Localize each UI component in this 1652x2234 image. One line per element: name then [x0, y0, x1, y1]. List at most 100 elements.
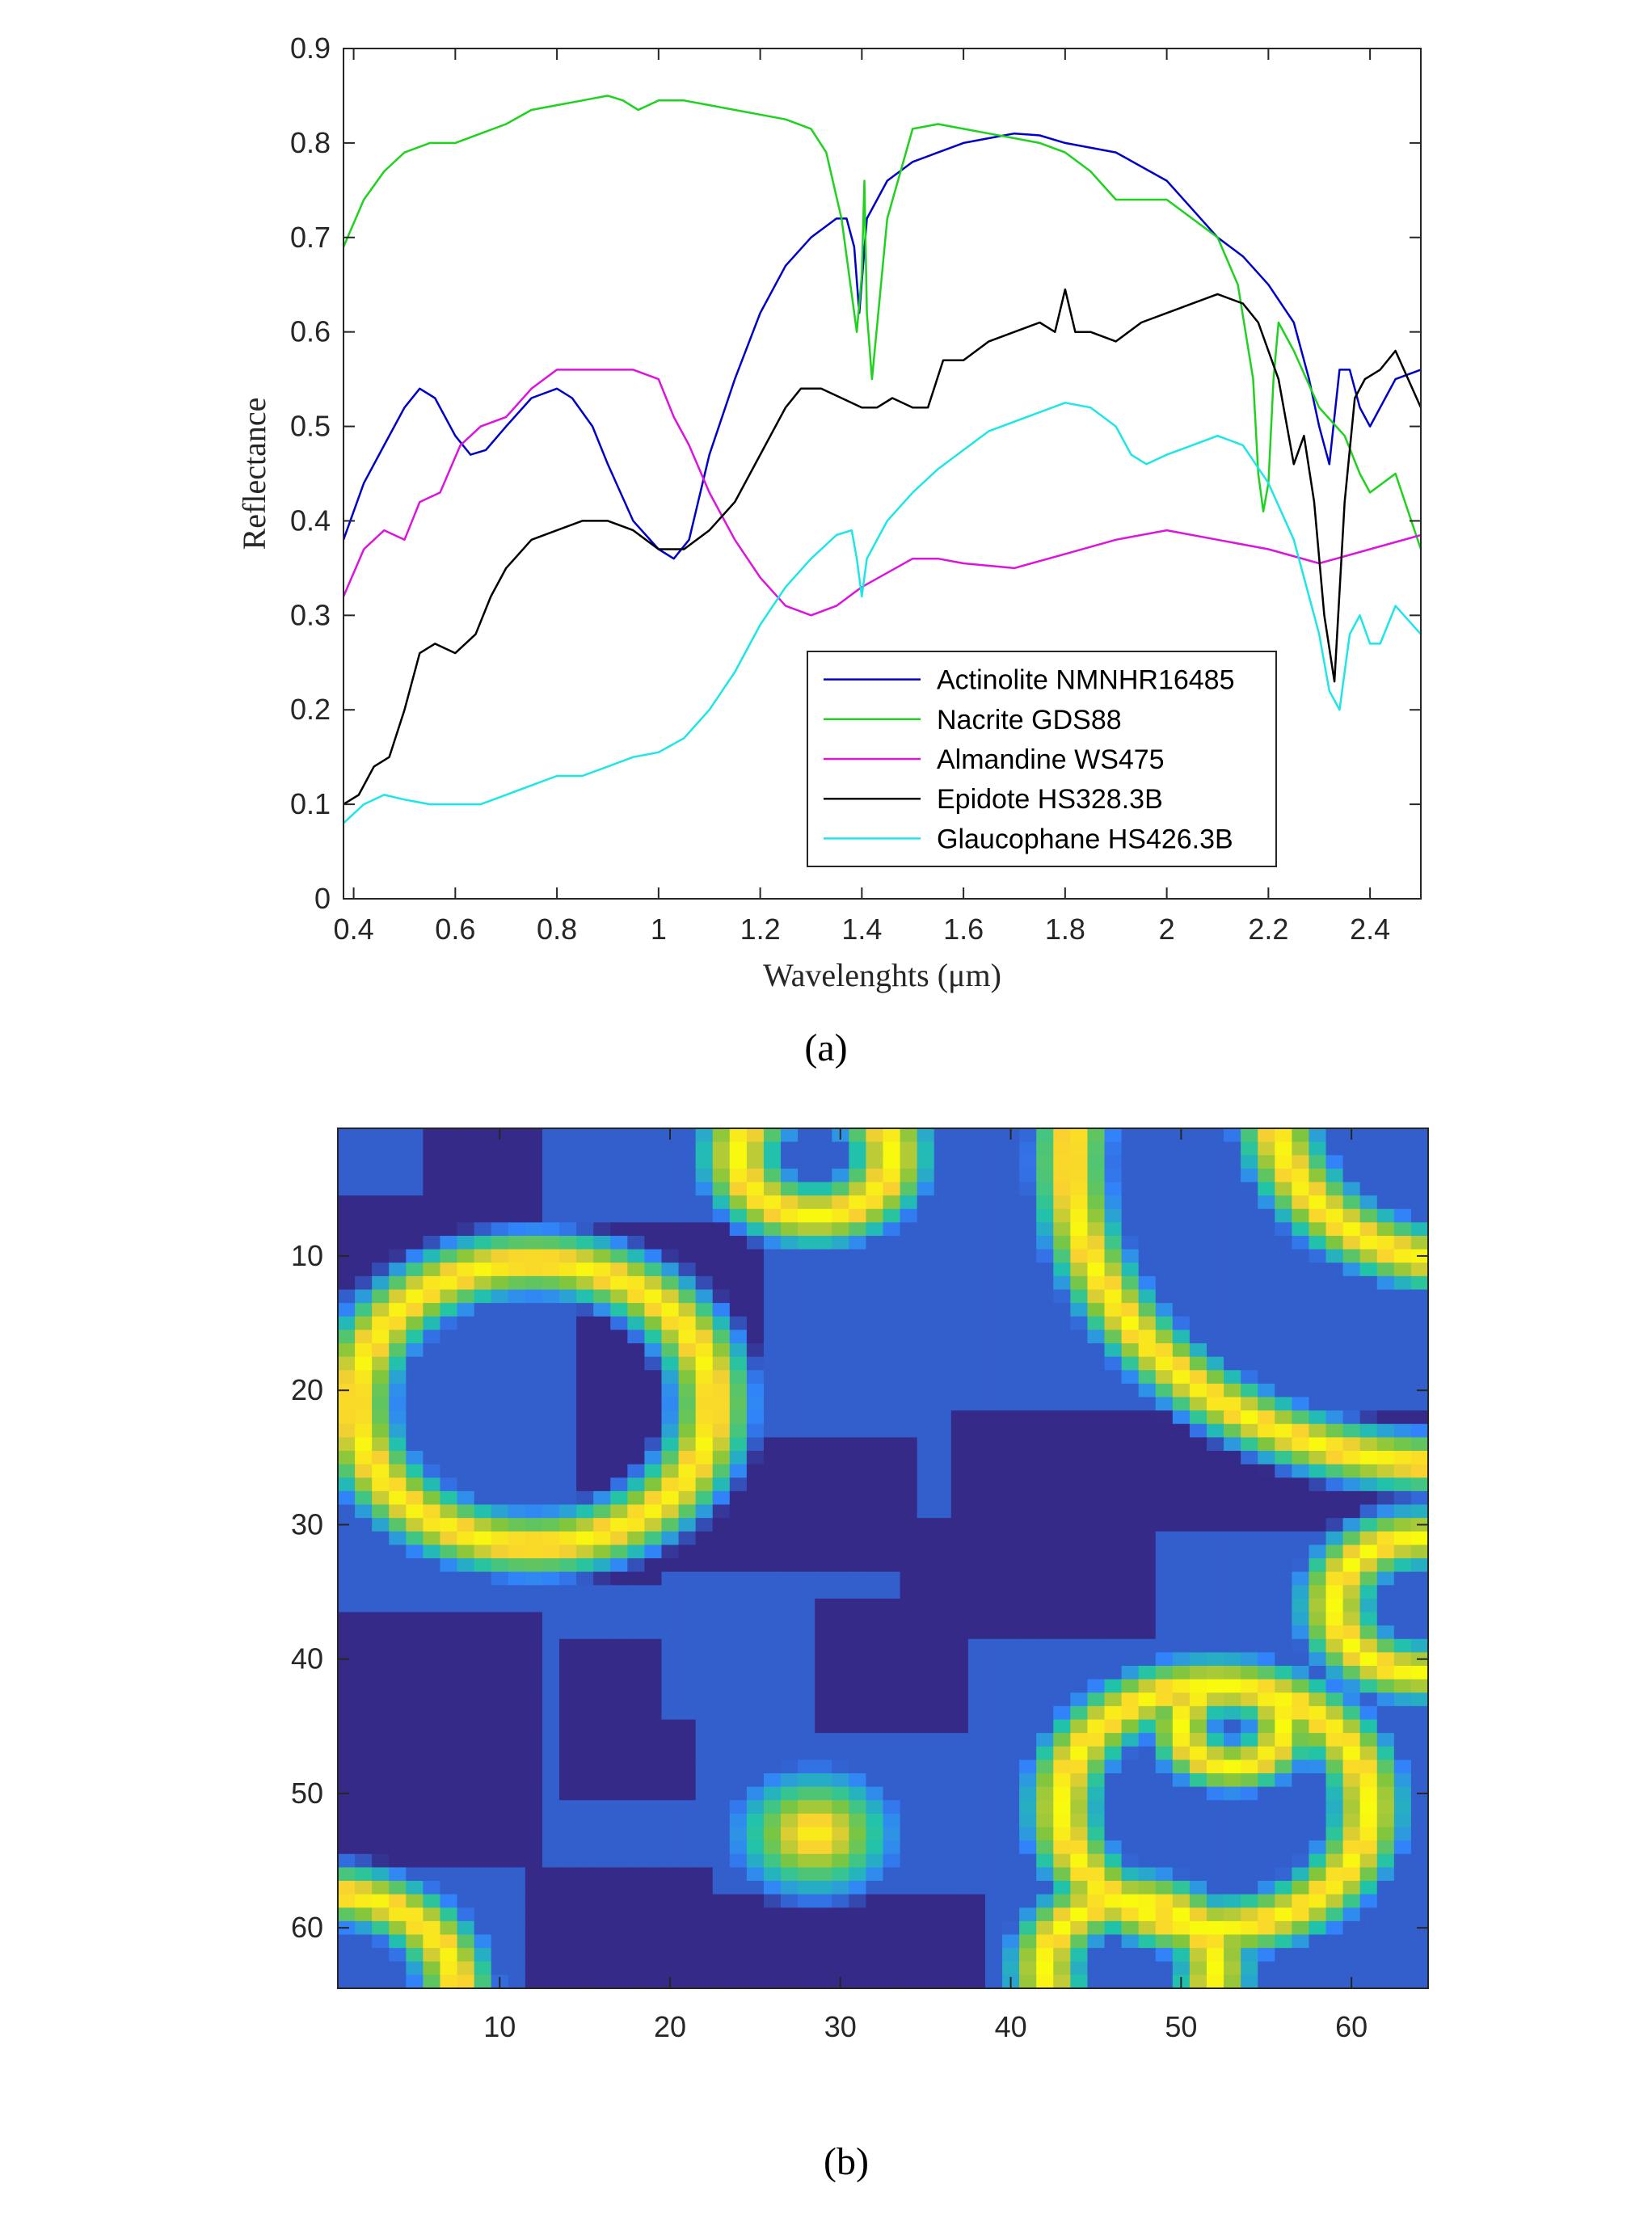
heatmap-cell: [559, 1383, 577, 1398]
heatmap-cell: [967, 1356, 986, 1371]
heatmap-cell: [627, 1558, 646, 1573]
heatmap-cell: [474, 1423, 492, 1438]
heatmap-cell: [1342, 1867, 1361, 1882]
heatmap-cell: [1325, 1948, 1344, 1962]
heatmap-cell: [1172, 1773, 1191, 1788]
heatmap-cell: [1172, 1437, 1191, 1452]
heatmap-cell: [661, 1249, 680, 1263]
heatmap-cell: [627, 1343, 646, 1358]
heatmap-cell: [372, 1451, 390, 1465]
heatmap-cell: [508, 1760, 526, 1774]
heatmap-cell: [967, 1249, 986, 1263]
heatmap-cell: [950, 1598, 969, 1613]
heatmap-cell: [1189, 1733, 1207, 1747]
heatmap-cell: [525, 1356, 543, 1371]
heatmap-cell: [746, 1975, 765, 1989]
heatmap-cell: [389, 1853, 407, 1868]
heatmap-cell: [917, 1907, 935, 1922]
heatmap-cell: [508, 1383, 526, 1398]
heatmap-cell: [1241, 1746, 1258, 1760]
heatmap-cell: [661, 1477, 680, 1492]
heatmap-cell: [746, 1894, 765, 1908]
heatmap-cell: [984, 1692, 1003, 1707]
heatmap-cell: [1359, 1719, 1378, 1734]
heatmap-cell: [389, 1652, 407, 1667]
heatmap-cell: [1172, 1760, 1191, 1774]
heatmap-cell: [559, 1356, 577, 1371]
heatmap-cell: [508, 1746, 526, 1760]
heatmap-cell: [1359, 1531, 1378, 1545]
heatmap-cell: [1359, 1195, 1378, 1210]
heatmap-cell: [967, 1827, 986, 1841]
heatmap-cell: [389, 1504, 407, 1519]
heatmap-cell: [406, 1531, 424, 1545]
heatmap-cell: [1410, 1638, 1429, 1653]
heatmap-cell: [1224, 1585, 1241, 1600]
heatmap-cell: [1376, 1934, 1395, 1949]
heatmap-cell: [1019, 1853, 1037, 1868]
heatmap-cell: [1224, 1948, 1241, 1962]
heatmap-cell: [661, 1531, 680, 1545]
heatmap-cell: [644, 1490, 663, 1506]
heatmap-cell: [389, 1370, 407, 1385]
heatmap-cell: [1241, 1625, 1258, 1640]
heatmap-cell: [1342, 1705, 1361, 1721]
heatmap-cell: [457, 1208, 475, 1223]
heatmap-cell: [1275, 1155, 1292, 1170]
heatmap-cell: [1258, 1719, 1275, 1734]
heatmap-cell: [1189, 1827, 1207, 1841]
heatmap-cell: [593, 1249, 611, 1263]
heatmap-cell: [1019, 1356, 1037, 1371]
heatmap-cell: [781, 1827, 799, 1841]
heatmap-cell: [644, 1477, 663, 1492]
heatmap-cell: [1275, 1907, 1292, 1922]
heatmap-cell: [950, 1222, 969, 1237]
heatmap-cell: [338, 1236, 356, 1250]
heatmap-cell: [474, 1155, 492, 1170]
heatmap-cell: [967, 1975, 986, 1989]
heatmap-cell: [1224, 1571, 1241, 1586]
heatmap-cell: [1241, 1141, 1258, 1156]
heatmap-cell: [457, 1410, 475, 1425]
heatmap-cell: [440, 1894, 458, 1908]
heatmap-cell: [1070, 1262, 1089, 1277]
heatmap-cell: [967, 1343, 986, 1358]
heatmap-cell: [1309, 1666, 1327, 1680]
heatmap-y-tick-label: 10: [291, 1239, 323, 1272]
heatmap-cell: [967, 1558, 986, 1573]
heatmap-cell: [815, 1182, 832, 1196]
heatmap-cell: [967, 1275, 986, 1291]
heatmap-cell: [406, 1128, 424, 1143]
heatmap-cell: [1104, 1490, 1123, 1506]
heatmap-cell: [593, 1733, 611, 1747]
heatmap-cell: [644, 1182, 663, 1196]
heatmap-cell: [1002, 1155, 1020, 1170]
heatmap-cell: [1019, 1705, 1037, 1721]
heatmap-cell: [1376, 1155, 1395, 1170]
heatmap-cell: [559, 1840, 577, 1855]
heatmap-cell: [644, 1222, 663, 1237]
heatmap-cell: [457, 1907, 475, 1922]
heatmap-cell: [355, 1598, 373, 1613]
heatmap-cell: [866, 1948, 884, 1962]
heatmap-cell: [1258, 1155, 1275, 1170]
heatmap-cell: [542, 1222, 560, 1237]
heatmap-cell: [423, 1692, 441, 1707]
heatmap-cell: [1376, 1585, 1395, 1600]
heatmap-cell: [1002, 1275, 1020, 1291]
heatmap-cell: [355, 1705, 373, 1721]
heatmap-cell: [815, 1437, 832, 1452]
heatmap-cell: [559, 1692, 577, 1707]
heatmap-cell: [1087, 1800, 1106, 1815]
heatmap-cell: [763, 1275, 782, 1291]
heatmap-cell: [1070, 1638, 1089, 1653]
heatmap-cell: [1325, 1289, 1344, 1304]
heatmap-cell: [763, 1840, 782, 1855]
heatmap-cell: [1292, 1948, 1310, 1962]
heatmap-cell: [967, 1531, 986, 1545]
heatmap-cell: [950, 1585, 969, 1600]
heatmap-cell: [678, 1437, 697, 1452]
heatmap-cell: [508, 1531, 526, 1545]
heatmap-cell: [1359, 1477, 1378, 1492]
heatmap-cell: [525, 1504, 543, 1519]
